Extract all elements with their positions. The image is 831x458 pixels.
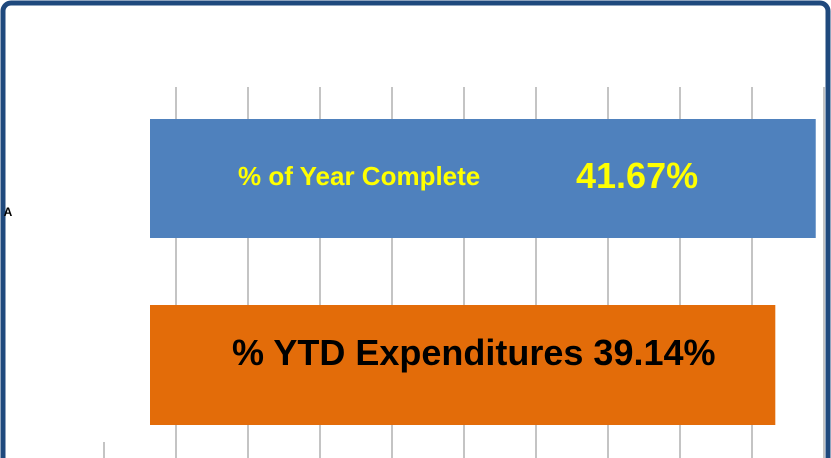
value-label: 41.67% [576,155,698,196]
bar [150,119,816,238]
category-label: A [4,205,13,219]
bar [150,305,776,425]
bar-label: % of Year Complete 41.67% [238,155,698,196]
series-name: % YTD Expenditures [232,332,583,373]
value-label: 39.14% [593,332,715,373]
bar-label: % YTD Expenditures 39.14% [232,332,716,373]
series-name: % of Year Complete [238,161,480,191]
